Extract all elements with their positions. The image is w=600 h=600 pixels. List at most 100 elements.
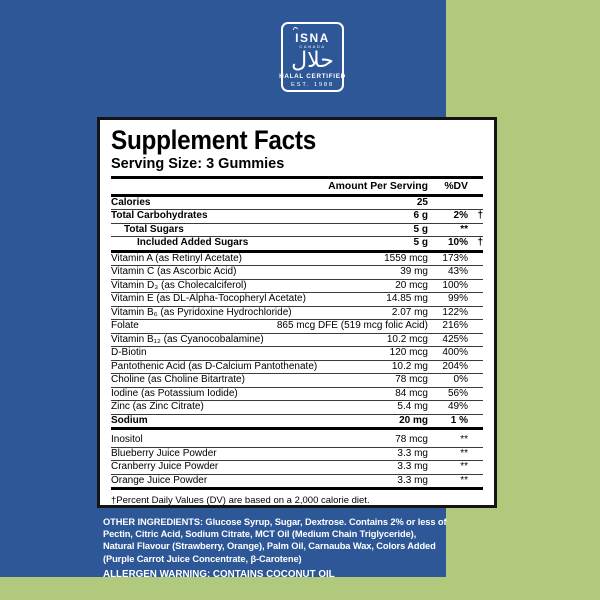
row-amount: 2.07 mg <box>391 306 428 318</box>
bottom-text-block: OTHER INGREDIENTS: Glucose Syrup, Sugar,… <box>103 516 448 581</box>
row-amount: 6 g <box>413 210 428 222</box>
row-dv: 0% <box>453 374 468 386</box>
row-label: Vitamin B₁₂ (as Cyanocobalamine) <box>111 333 264 345</box>
row-label: Vitamin E (as DL-Alpha-Tocopheryl Acetat… <box>111 293 306 305</box>
table-row: Vitamin B₆ (as Pyridoxine Hydrochloride)… <box>111 307 483 321</box>
halal-certified-badge: ISNA CANADA حلال HALAL CERTIFIED EST. 19… <box>279 22 346 92</box>
serving-size: Serving Size: 3 Gummies <box>111 156 285 172</box>
row-amount: 865 mcg DFE (519 mcg folic Acid) <box>276 320 428 332</box>
row-label: Blueberry Juice Powder <box>111 447 217 459</box>
row-amount: 20 mcg <box>395 279 428 291</box>
column-header-row: Amount Per Serving %DV <box>111 179 483 194</box>
divider-thick <box>111 193 483 197</box>
row-label: Vitamin D₃ (as Cholecalciferol) <box>111 279 247 291</box>
row-dv: ** <box>460 223 468 235</box>
row-amount: 78 mcg <box>395 374 428 386</box>
table-row: Orange Juice Powder 3.3 mg ** <box>111 475 483 491</box>
row-amount: 25 <box>416 196 428 208</box>
row-amount: 10.2 mcg <box>386 333 428 345</box>
badge-certified-text: HALAL CERTIFIED <box>279 73 346 81</box>
row-dv: 425% <box>442 333 468 345</box>
row-amount: 14.85 mg <box>386 293 428 305</box>
row-dv: 49% <box>447 401 468 413</box>
row-amount: 5.4 mg <box>397 401 428 413</box>
table-row: Calories 25 <box>111 197 483 211</box>
row-daily-value-flag: † <box>477 210 483 222</box>
table-row: Cranberry Juice Powder 3.3 mg ** <box>111 461 483 475</box>
row-daily-value-flag: † <box>477 237 483 249</box>
row-label: Orange Juice Powder <box>111 474 208 486</box>
table-row: Vitamin E (as DL-Alpha-Tocopheryl Acetat… <box>111 293 483 307</box>
table-row: Inositol 78 mcg ** <box>111 434 483 448</box>
row-label: Total Carbohydrates <box>111 210 208 222</box>
row-amount: 20 mg <box>399 414 428 426</box>
badge-brand-text: ISNA <box>292 26 330 45</box>
table-row: Zinc (as Zinc Citrate) 5.4 mg 49% <box>111 401 483 415</box>
row-dv: 100% <box>442 279 468 291</box>
divider-thick <box>111 175 483 179</box>
row-dv: 173% <box>442 252 468 264</box>
table-row: Vitamin C (as Ascorbic Acid) 39 mg 43% <box>111 266 483 280</box>
row-label: Vitamin B₆ (as Pyridoxine Hydrochloride) <box>111 306 292 318</box>
badge-established-text: EST. 1988 <box>291 82 334 89</box>
halal-arabic-text: حلال <box>291 48 334 73</box>
row-amount: 1559 mcg <box>384 252 428 264</box>
row-amount: 120 mcg <box>389 347 428 359</box>
row-label: Choline (as Choline Bitartrate) <box>111 374 245 386</box>
row-label: Folate <box>111 320 139 332</box>
table-row: Sodium 20 mg 1 % <box>111 415 483 431</box>
row-label: D-Biotin <box>111 347 147 359</box>
row-amount: 3.3 mg <box>397 461 428 473</box>
table-row: Blueberry Juice Powder 3.3 mg ** <box>111 448 483 462</box>
badge-country-text: CANADA <box>299 44 326 49</box>
column-header-amount: Amount Per Serving <box>328 180 428 192</box>
table-row: Vitamin D₃ (as Cholecalciferol) 20 mcg 100… <box>111 280 483 294</box>
panel-title: Supplement Facts <box>111 125 316 155</box>
row-label: Zinc (as Zinc Citrate) <box>111 401 204 413</box>
table-row: Included Added Sugars 5 g 10% † <box>111 237 483 253</box>
brand-label: ISNA <box>295 31 330 45</box>
facts-table-body: Calories 25 Total Carbohydrates 6 g 2% † Total… <box>111 197 483 491</box>
row-dv: 43% <box>447 266 468 278</box>
row-label: Sodium <box>111 414 148 426</box>
row-label: Total Sugars <box>124 223 184 235</box>
row-amount: 78 mcg <box>395 434 428 446</box>
column-header-dv: %DV <box>444 180 468 192</box>
row-dv: 400% <box>442 347 468 359</box>
row-dv: 10% <box>447 237 468 249</box>
supplement-facts-panel: Supplement Facts Serving Size: 3 Gummies… <box>97 117 497 508</box>
row-dv: ** <box>460 461 468 473</box>
table-row: D-Biotin 120 mcg 400% <box>111 347 483 361</box>
table-row: Iodine (as Potassium Iodide) 84 mcg 56% <box>111 388 483 402</box>
table-row: Choline (as Choline Bitartrate) 78 mcg 0% <box>111 374 483 388</box>
row-dv: ** <box>460 474 468 486</box>
row-amount: 3.3 mg <box>397 474 428 486</box>
table-row: Folate 865 mcg DFE (519 mcg folic Acid) 21… <box>111 320 483 334</box>
footnotes: †Percent Daily Values (DV) are based on … <box>111 490 483 507</box>
row-label: Inositol <box>111 434 143 446</box>
row-amount: 5 g <box>413 237 428 249</box>
row-dv: 1 % <box>450 414 468 426</box>
row-dv: 99% <box>447 293 468 305</box>
row-amount: 10.2 mg <box>391 360 428 372</box>
row-dv: 122% <box>442 306 468 318</box>
row-dv: 204% <box>442 360 468 372</box>
table-row: Vitamin B₁₂ (as Cyanocobalamine) 10.2 mcg… <box>111 334 483 348</box>
row-label: Iodine (as Potassium Iodide) <box>111 387 238 399</box>
row-dv: ** <box>460 447 468 459</box>
row-label: Included Added Sugars <box>137 237 249 249</box>
row-label: Vitamin A (as Retinyl Acetate) <box>111 252 242 264</box>
table-row: Pantothenic Acid (as D-Calcium Pantothen… <box>111 361 483 375</box>
footnote-daily-values: †Percent Daily Values (DV) are based on … <box>111 495 370 507</box>
row-dv: ** <box>460 434 468 446</box>
row-label: Vitamin C (as Ascorbic Acid) <box>111 266 237 278</box>
row-label: Calories <box>111 196 151 208</box>
row-amount: 84 mcg <box>395 387 428 399</box>
allergen-warning-text: ALLERGEN WARNING: CONTAINS COCONUT OIL <box>103 568 335 580</box>
table-row: Total Sugars 5 g ** <box>111 224 483 238</box>
table-row: Vitamin A (as Retinyl Acetate) 1559 mcg 17… <box>111 253 483 267</box>
row-amount: 39 mg <box>400 266 428 278</box>
row-label: Pantothenic Acid (as D-Calcium Pantothen… <box>111 360 318 372</box>
row-dv: 56% <box>447 387 468 399</box>
row-label: Cranberry Juice Powder <box>111 461 219 473</box>
